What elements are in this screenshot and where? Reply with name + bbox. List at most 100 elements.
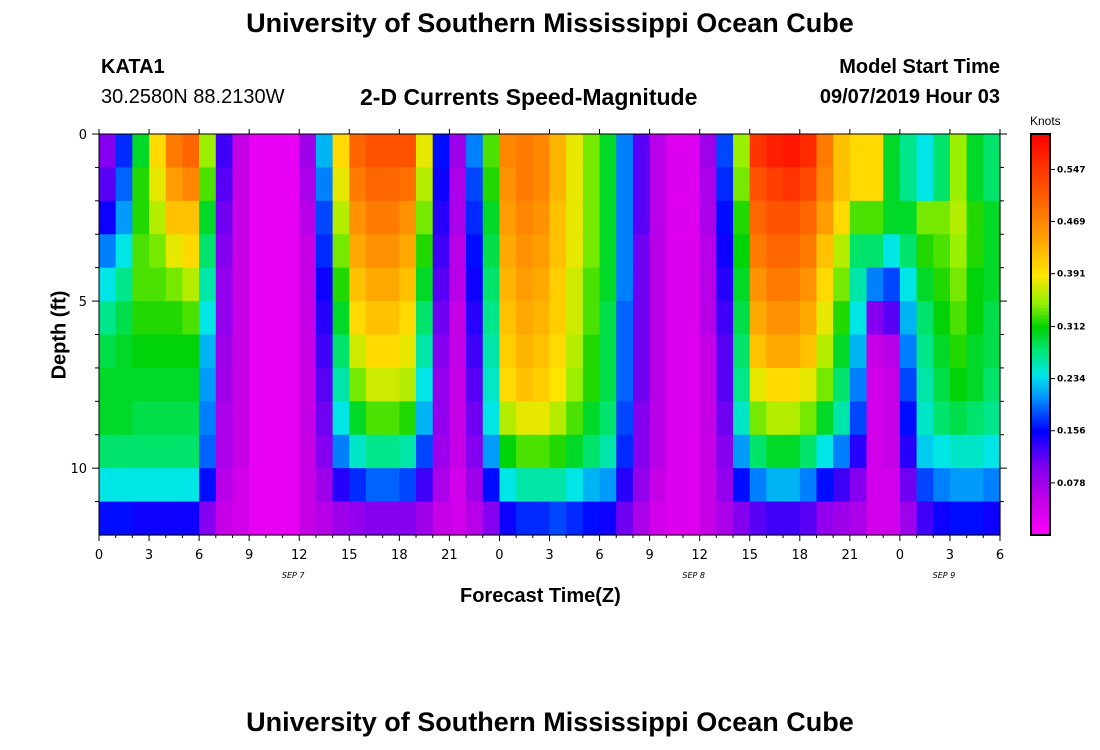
heatmap-cell [616,367,634,402]
heatmap-cell [382,200,400,235]
heatmap-cell [516,167,534,202]
heatmap-cell [149,401,167,436]
heatmap-cell [949,501,968,536]
heatmap-cell [983,301,1001,336]
heatmap-cell [99,234,117,269]
colorbar-segment [1031,154,1050,158]
heatmap-cell [215,167,234,202]
heatmap-cell [582,334,601,369]
heatmap-cell [499,501,517,536]
heatmap-cell [799,134,818,169]
heatmap-cell [115,167,133,202]
heatmap-cell [432,434,450,469]
colorbar-tick-label: 0.391 [1057,270,1085,280]
heatmap-cell [132,367,150,402]
heatmap-cell [983,367,1001,402]
heatmap-cell [115,301,133,336]
heatmap-cell [299,200,317,235]
heatmap-cell [99,468,117,503]
heatmap-cell [399,167,417,202]
heatmap-cell [599,468,617,503]
heatmap-cell [532,200,551,235]
heatmap-cell [299,301,317,336]
heatmap-cell [449,234,467,269]
heatmap-cell [432,401,450,436]
colorbar-segment [1031,408,1050,412]
heatmap-cell [733,200,751,235]
heatmap-cell [933,200,951,235]
heatmap-cell [983,434,1001,469]
heatmap-cell [449,401,467,436]
heatmap-cell [866,401,884,436]
heatmap-cell [766,134,784,169]
heatmap-cell [766,367,784,402]
heatmap-cell [849,401,868,436]
heatmap-cell [883,434,901,469]
heatmap-cell [883,234,901,269]
colorbar-segment [1031,327,1050,332]
heatmap-cell [416,267,434,302]
colorbar-segment [1031,210,1050,215]
heatmap-cell [282,200,300,235]
colorbar-segment [1031,301,1050,306]
heatmap-cell [682,367,701,402]
heatmap-cell [382,167,400,202]
heatmap-cell [282,468,300,503]
heatmap-cell [799,167,818,202]
heatmap-cell [282,334,300,369]
heatmap-cell [833,301,851,336]
heatmap-cell [783,301,801,336]
heatmap-cell [916,367,934,402]
colorbar-segment [1031,267,1050,272]
colorbar-segment [1031,501,1050,506]
heatmap-cell [616,334,634,369]
heatmap-cell [766,434,784,469]
heatmap-cells [99,134,1001,536]
heatmap-cell [432,501,450,536]
heatmap-cell [716,167,734,202]
heatmap-cell [783,434,801,469]
heatmap-cell [799,501,818,536]
heatmap-cell [866,501,884,536]
colorbar-segment [1031,200,1050,205]
heatmap-cell [449,367,467,402]
heatmap-cell [833,134,851,169]
heatmap-cell [149,468,167,503]
colorbar-segment [1031,271,1050,275]
colorbar-segment [1031,311,1050,316]
heatmap-cell [449,134,467,169]
heatmap-cell [916,267,934,302]
heatmap-cell [365,334,384,369]
heatmap-cell [799,367,818,402]
heatmap-cell [666,501,684,536]
colorbar-segment [1031,454,1050,459]
colorbar-segment [1031,184,1050,189]
heatmap-cell [866,367,884,402]
heatmap-cell [616,234,634,269]
colorbar-segment [1031,284,1050,289]
heatmap-cell [849,434,868,469]
heatmap-cell [766,234,784,269]
colorbar-segment [1031,291,1050,295]
heatmap-cell [132,501,150,536]
heatmap-cell [365,367,384,402]
heatmap-cell [983,200,1001,235]
colorbar-segment [1031,214,1050,219]
heatmap-cell [916,167,934,202]
colorbar-segment [1031,434,1050,439]
heatmap-cell [182,267,200,302]
heatmap-cell [716,234,734,269]
heatmap-cell [232,234,250,269]
heatmap-cell [899,501,918,536]
heatmap-cell [749,434,768,469]
heatmap-cell [649,434,667,469]
date-label: SEP 8 [682,571,705,580]
heatmap-cell [799,234,818,269]
heatmap-cell [799,200,818,235]
heatmap-cell [265,334,284,369]
heatmap-cell [466,334,484,369]
heatmap-cell [883,134,901,169]
heatmap-cell [265,167,284,202]
heatmap-cell [532,334,551,369]
heatmap-cell [716,267,734,302]
